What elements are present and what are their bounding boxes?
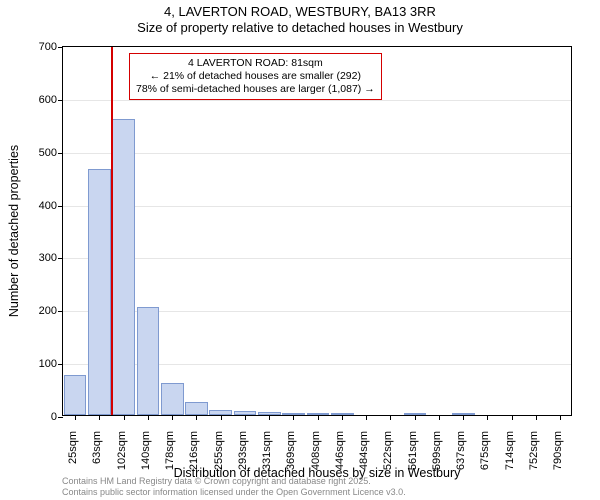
histogram-bar <box>161 383 184 415</box>
xtick-label: 484sqm <box>358 431 370 470</box>
xtick-mark <box>269 415 270 420</box>
xtick-label: 369sqm <box>285 431 297 470</box>
ytick-label: 200 <box>39 305 57 317</box>
annotation-box: 4 LAVERTON ROAD: 81sqm← 21% of detached … <box>129 53 382 100</box>
xtick-label: 140sqm <box>140 431 152 470</box>
xtick-label: 599sqm <box>431 431 443 470</box>
annotation-line: 4 LAVERTON ROAD: 81sqm <box>136 57 375 70</box>
ytick-label: 100 <box>39 358 57 370</box>
xtick-label: 293sqm <box>237 431 249 470</box>
histogram-bar <box>88 169 111 415</box>
xtick-label: 408sqm <box>310 431 322 470</box>
footer-attribution: Contains HM Land Registry data © Crown c… <box>62 476 406 498</box>
xtick-mark <box>124 415 125 420</box>
xtick-label: 102sqm <box>116 431 128 470</box>
xtick-mark <box>512 415 513 420</box>
ytick-mark <box>58 100 63 101</box>
ytick-mark <box>58 47 63 48</box>
y-axis-label: Number of detached properties <box>7 145 21 317</box>
ytick-label: 700 <box>39 41 57 53</box>
xtick-mark <box>148 415 149 420</box>
xtick-mark <box>390 415 391 420</box>
title-line-1: 4, LAVERTON ROAD, WESTBURY, BA13 3RR <box>0 4 600 20</box>
annotation-line: 78% of semi-detached houses are larger (… <box>136 83 375 96</box>
gridline-h <box>63 258 571 259</box>
xtick-label: 446sqm <box>334 431 346 470</box>
title-line-2: Size of property relative to detached ho… <box>0 20 600 36</box>
footer-line-1: Contains HM Land Registry data © Crown c… <box>62 476 406 487</box>
xtick-label: 331sqm <box>261 431 273 470</box>
xtick-mark <box>293 415 294 420</box>
ytick-mark <box>58 364 63 365</box>
histogram-bar <box>185 402 208 415</box>
xtick-label: 255sqm <box>213 431 225 470</box>
chart-area: Number of detached properties 0100200300… <box>62 46 572 416</box>
xtick-label: 522sqm <box>382 431 394 470</box>
xtick-mark <box>342 415 343 420</box>
chart-container: 4, LAVERTON ROAD, WESTBURY, BA13 3RR Siz… <box>0 0 600 500</box>
plot-region: 010020030040050060070025sqm63sqm102sqm14… <box>62 46 572 416</box>
ytick-label: 600 <box>39 94 57 106</box>
ytick-label: 0 <box>51 411 57 423</box>
xtick-label: 675sqm <box>479 431 491 470</box>
xtick-label: 25sqm <box>67 431 79 464</box>
xtick-mark <box>463 415 464 420</box>
xtick-label: 561sqm <box>407 431 419 470</box>
ytick-mark <box>58 311 63 312</box>
xtick-mark <box>487 415 488 420</box>
ytick-mark <box>58 153 63 154</box>
histogram-bar <box>137 307 160 415</box>
footer-line-2: Contains public sector information licen… <box>62 487 406 498</box>
xtick-mark <box>196 415 197 420</box>
xtick-label: 637sqm <box>455 431 467 470</box>
xtick-mark <box>318 415 319 420</box>
xtick-mark <box>245 415 246 420</box>
xtick-mark <box>99 415 100 420</box>
xtick-mark <box>75 415 76 420</box>
xtick-label: 63sqm <box>91 431 103 464</box>
xtick-mark <box>439 415 440 420</box>
xtick-label: 790sqm <box>552 431 564 470</box>
histogram-bar <box>112 119 135 415</box>
xtick-mark <box>536 415 537 420</box>
annotation-line: ← 21% of detached houses are smaller (29… <box>136 70 375 83</box>
ytick-mark <box>58 206 63 207</box>
xtick-label: 714sqm <box>504 431 516 470</box>
ytick-label: 300 <box>39 252 57 264</box>
ytick-label: 400 <box>39 200 57 212</box>
xtick-mark <box>221 415 222 420</box>
ytick-mark <box>58 258 63 259</box>
xtick-label: 216sqm <box>188 431 200 470</box>
ytick-label: 500 <box>39 147 57 159</box>
reference-line <box>111 47 113 415</box>
xtick-label: 752sqm <box>528 431 540 470</box>
title-block: 4, LAVERTON ROAD, WESTBURY, BA13 3RR Siz… <box>0 0 600 37</box>
ytick-mark <box>58 417 63 418</box>
gridline-h <box>63 206 571 207</box>
xtick-mark <box>172 415 173 420</box>
gridline-h <box>63 153 571 154</box>
xtick-mark <box>560 415 561 420</box>
xtick-mark <box>415 415 416 420</box>
histogram-bar <box>64 375 87 415</box>
xtick-label: 178sqm <box>164 431 176 470</box>
xtick-mark <box>366 415 367 420</box>
